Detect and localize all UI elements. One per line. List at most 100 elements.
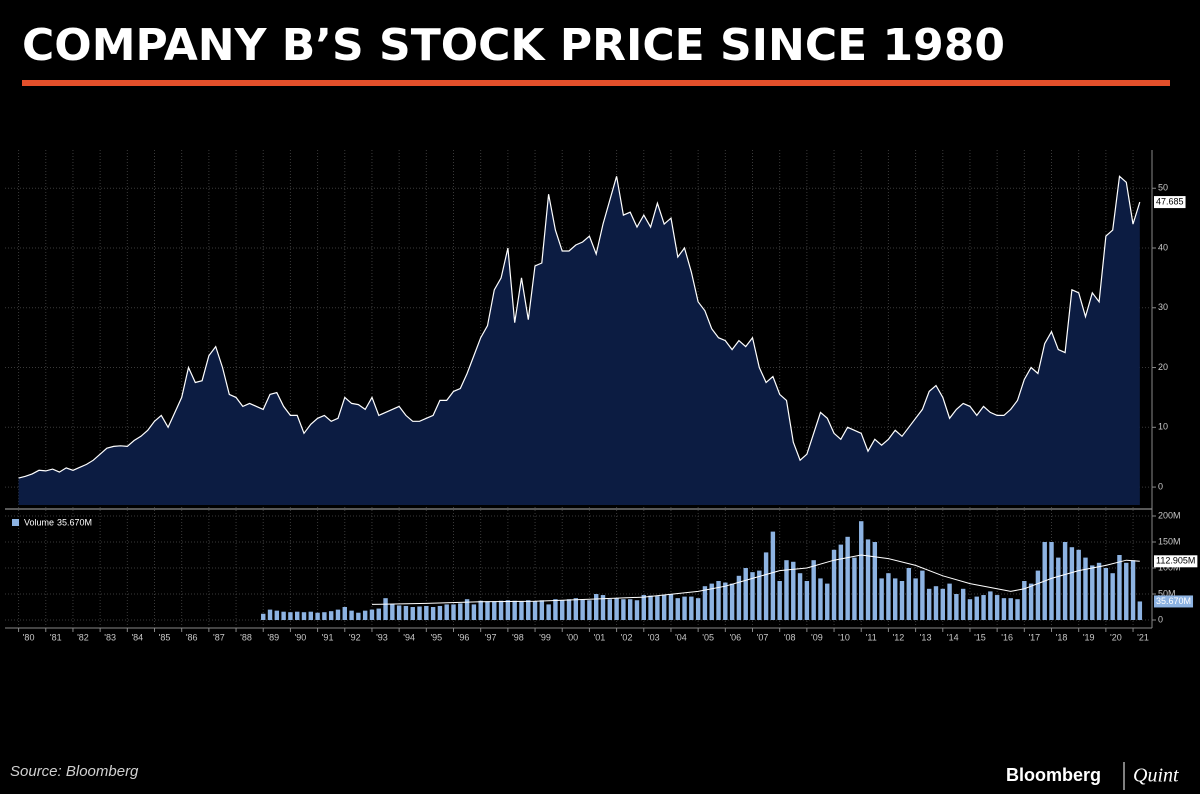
y-tick-label: 150M bbox=[1158, 536, 1181, 546]
volume-bar bbox=[315, 612, 320, 621]
y-tick-label: 100M bbox=[1158, 562, 1181, 572]
volume-bar bbox=[770, 531, 776, 621]
volume-bar bbox=[356, 612, 361, 621]
volume-bar bbox=[1124, 562, 1129, 621]
volume-bar bbox=[641, 595, 646, 621]
x-tick-label: '97 bbox=[485, 632, 497, 642]
volume-bar bbox=[1008, 598, 1013, 621]
x-tick-label: '14 bbox=[947, 632, 959, 642]
x-tick-label: '95 bbox=[430, 632, 442, 642]
volume-bar bbox=[627, 599, 633, 621]
volume-bar bbox=[1090, 565, 1095, 621]
volume-bar bbox=[614, 598, 619, 621]
volume-bar bbox=[852, 557, 857, 621]
volume-bar bbox=[1056, 557, 1061, 621]
volume-bar bbox=[444, 604, 449, 621]
x-tick-label: '92 bbox=[349, 632, 361, 642]
volume-bar bbox=[451, 604, 456, 621]
volume-bar bbox=[539, 600, 545, 621]
volume-bar bbox=[593, 594, 599, 621]
volume-bar bbox=[831, 549, 837, 621]
volume-bar bbox=[553, 599, 558, 621]
volume-bar bbox=[512, 600, 517, 621]
volume-bar bbox=[695, 598, 701, 621]
volume-bar bbox=[689, 596, 694, 621]
ma-last-label-box bbox=[1154, 555, 1198, 568]
volume-bar bbox=[478, 600, 483, 621]
x-tick-label: '06 bbox=[729, 632, 741, 642]
volume-bar bbox=[526, 600, 531, 621]
volume-bar bbox=[430, 607, 436, 621]
volume-bar bbox=[1083, 557, 1088, 621]
last-price-label-box bbox=[1154, 196, 1186, 209]
volume-bar bbox=[757, 570, 762, 621]
x-tick-label: '98 bbox=[512, 632, 524, 642]
volume-bar bbox=[1069, 547, 1075, 621]
x-tick-label: '08 bbox=[784, 632, 796, 642]
volume-bar bbox=[498, 600, 504, 621]
price-area bbox=[18, 176, 1140, 506]
x-tick-label: '81 bbox=[50, 632, 62, 642]
x-tick-label: '86 bbox=[186, 632, 198, 642]
volume-bar bbox=[933, 586, 939, 621]
volume-bar bbox=[655, 596, 660, 621]
volume-bar bbox=[960, 588, 966, 621]
volume-bar bbox=[811, 560, 816, 621]
moving-average-line bbox=[371, 554, 1140, 605]
volume-bar bbox=[729, 583, 735, 621]
logo-partner: Quint bbox=[1133, 765, 1179, 787]
volume-last-label: 35.670M bbox=[1156, 596, 1191, 606]
volume-bar bbox=[763, 552, 769, 621]
volume-bar bbox=[845, 536, 850, 621]
volume-bar bbox=[274, 610, 280, 621]
x-tick-label: '09 bbox=[811, 632, 823, 642]
volume-bar bbox=[906, 568, 912, 621]
x-tick-label: '11 bbox=[866, 632, 877, 642]
volume-bar bbox=[396, 605, 402, 621]
volume-bar bbox=[294, 611, 300, 621]
volume-bar bbox=[784, 560, 789, 621]
x-tick-label: '87 bbox=[213, 632, 225, 642]
x-tick-label: '18 bbox=[1056, 632, 1068, 642]
volume-bar bbox=[634, 600, 640, 621]
volume-bar bbox=[1096, 562, 1102, 621]
x-tick-label: '88 bbox=[240, 632, 252, 642]
volume-bar bbox=[560, 600, 565, 621]
volume-bar bbox=[668, 594, 674, 621]
volume-bar bbox=[566, 599, 572, 621]
volume-bar bbox=[621, 599, 626, 621]
volume-bar bbox=[580, 599, 585, 621]
x-tick-label: '85 bbox=[159, 632, 171, 642]
volume-bar bbox=[899, 581, 905, 621]
volume-bar bbox=[328, 611, 334, 621]
volume-bar bbox=[1028, 583, 1034, 621]
volume-bar bbox=[410, 607, 415, 621]
volume-bar bbox=[1022, 581, 1027, 621]
volume-bar bbox=[573, 598, 579, 621]
volume-bar bbox=[546, 604, 551, 621]
volume-bar bbox=[1062, 542, 1068, 621]
x-tick-label: '94 bbox=[403, 632, 415, 642]
y-tick-label: 50 bbox=[1158, 183, 1168, 193]
volume-bar bbox=[709, 583, 714, 621]
volume-bar bbox=[1035, 570, 1041, 621]
volume-bar bbox=[804, 581, 810, 621]
legend-swatch bbox=[12, 519, 19, 526]
y-tick-label: 0 bbox=[1158, 614, 1163, 624]
x-tick-label: '13 bbox=[920, 632, 932, 642]
logo-brand: Bloomberg bbox=[1006, 765, 1101, 785]
volume-bar bbox=[967, 599, 973, 621]
volume-bar bbox=[716, 581, 721, 621]
legend-label: Volume bbox=[24, 517, 54, 527]
volume-bar bbox=[362, 610, 368, 621]
volume-bar bbox=[818, 578, 823, 621]
volume-bar bbox=[424, 605, 429, 621]
volume-last-label-box bbox=[1154, 595, 1194, 608]
x-tick-label: '91 bbox=[322, 632, 334, 642]
volume-bar bbox=[886, 573, 891, 621]
volume-bar bbox=[723, 582, 728, 621]
volume-bar bbox=[335, 609, 341, 621]
volume-bar bbox=[865, 539, 871, 621]
x-tick-label: '07 bbox=[757, 632, 769, 642]
